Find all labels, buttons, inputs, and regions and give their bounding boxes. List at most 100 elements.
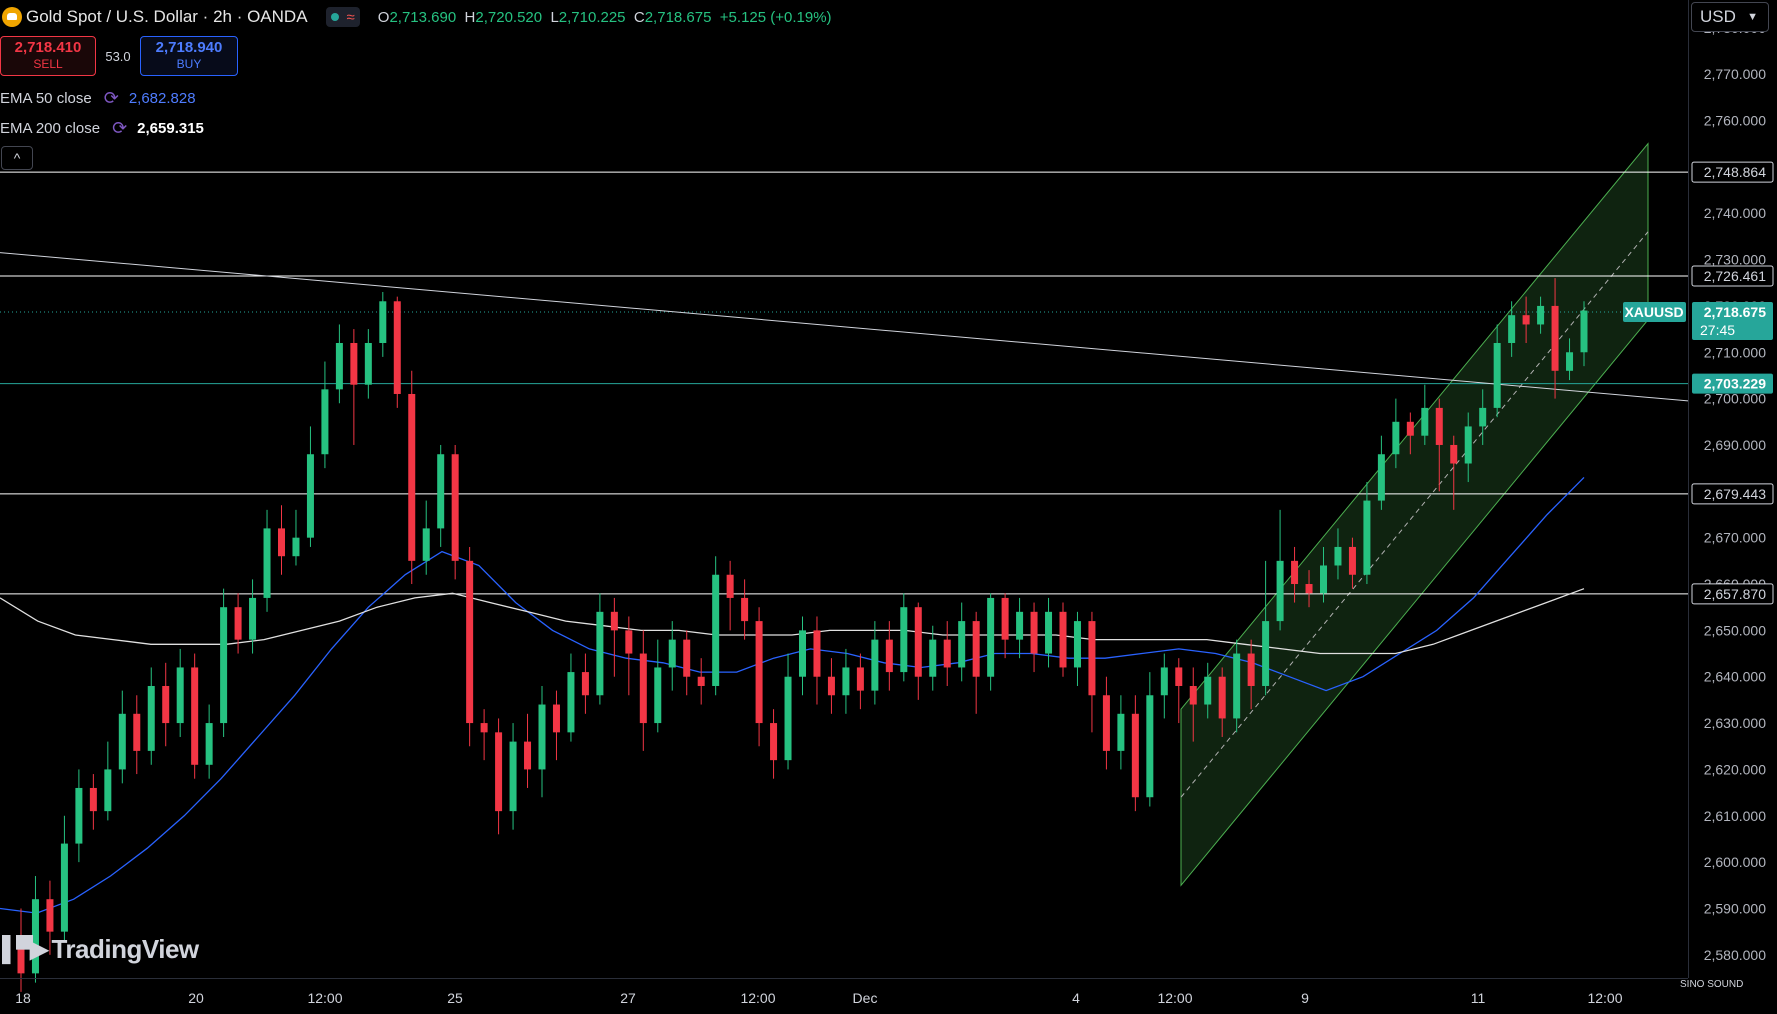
buy-price: 2,718.940 — [155, 39, 223, 56]
price-axis[interactable]: 2,580.000 2,590.000 2,600.000 2,610.000 2,62… — [1688, 0, 1777, 1014]
candle-body — [133, 713, 141, 751]
buy-button[interactable]: 2,718.940 BUY — [140, 36, 238, 76]
ema50-legend[interactable]: EMA 50 close ⟳ 2,682.828 — [0, 88, 196, 109]
candle-body — [1421, 407, 1429, 436]
tradingview-logo[interactable]: ▌▀▶ TradingView — [2, 934, 199, 965]
candle-body — [987, 597, 995, 677]
candle-body — [350, 342, 358, 385]
candle-body — [220, 607, 228, 724]
level-price-label: 2,703.229 — [1704, 376, 1766, 392]
time-tick-label: 11 — [1471, 990, 1486, 1006]
candle-body — [118, 713, 126, 770]
candle-body — [1348, 546, 1356, 575]
level-price-box — [1691, 265, 1774, 287]
candle-body — [842, 667, 850, 696]
candle-body — [278, 528, 285, 557]
candle-body — [480, 723, 488, 733]
currency-select[interactable]: USD ▼ — [1691, 2, 1769, 32]
time-tick-label: 12:00 — [307, 990, 342, 1006]
candle-body — [697, 676, 705, 686]
candle-body — [364, 342, 372, 385]
candle-body — [770, 723, 778, 761]
candle-body — [60, 843, 68, 932]
candle-body — [1233, 653, 1241, 719]
level-price-box — [1691, 161, 1774, 183]
candle-body — [147, 685, 155, 751]
level-price-label: 2,748.864 — [1704, 164, 1766, 180]
price-axis-labels: 2,748.864 2,726.461 2,703.229 2,679.443 2,65… — [1623, 161, 1774, 605]
high-key: H — [464, 8, 476, 26]
candle-body — [263, 528, 271, 598]
candle-body — [234, 607, 242, 640]
level-price-label: 2,679.443 — [1704, 486, 1766, 502]
candle-body — [581, 672, 589, 696]
time-tick-label: 27 — [620, 990, 636, 1006]
candle-body — [249, 597, 257, 640]
price-tick-label: 2,740.000 — [1704, 205, 1766, 221]
candle-body — [1073, 621, 1081, 668]
price-tick-label: 2,580.000 — [1704, 947, 1766, 963]
candle-body — [1160, 667, 1168, 696]
candle-body — [46, 899, 54, 932]
tradingview-wordmark: TradingView — [51, 934, 199, 964]
candle-body — [379, 301, 387, 343]
candle-body — [1435, 407, 1443, 445]
close-value: 2,718.675 — [644, 8, 712, 26]
price-tick-label: 2,610.000 — [1704, 808, 1766, 824]
market-open-dot-icon — [330, 13, 339, 21]
price-tick-label: 2,630.000 — [1704, 715, 1766, 731]
ohlc-values: O2,713.690 H2,720.520 L2,710.225 C2,718.… — [378, 9, 832, 26]
candle-body — [1247, 653, 1255, 686]
candle-body — [1377, 454, 1385, 501]
time-tick-label: 12:00 — [1157, 990, 1192, 1006]
chart-header: Gold Spot / U.S. Dollar · 2h · OANDA ≈ O… — [0, 4, 832, 30]
candle-body — [191, 667, 199, 765]
candle-body — [538, 704, 546, 770]
candle-body — [567, 672, 575, 733]
collapse-legend-button[interactable]: ^ — [1, 146, 33, 170]
open-key: O — [377, 8, 390, 26]
horizontal-levels — [0, 171, 1688, 595]
time-axis[interactable]: 18 20 12:00 25 27 12:00 Dec 4 12:00 9 11 12:00 — [0, 978, 1688, 1007]
sell-price: 2,718.410 — [14, 39, 82, 56]
candle-body — [1305, 584, 1313, 594]
candle-body — [1522, 315, 1530, 325]
candle-body — [1566, 352, 1574, 371]
last-price-label: 2,718.675 — [1704, 304, 1766, 320]
candle-body — [321, 389, 329, 455]
candle-body — [741, 597, 749, 622]
ema200-line — [0, 588, 1585, 655]
last-price-box — [1692, 302, 1773, 341]
candle-body — [755, 621, 763, 724]
spread-value: 53.0 — [105, 48, 131, 64]
candle-body — [1146, 695, 1154, 798]
symbol-title[interactable]: Gold Spot / U.S. Dollar · 2h · OANDA — [26, 7, 308, 26]
price-tick-label: 2,650.000 — [1704, 622, 1766, 638]
candle-body — [827, 676, 835, 696]
candle-body — [1218, 676, 1226, 719]
tradingview-mark-icon: ▌▀▶ — [2, 936, 49, 963]
time-tick-label: 18 — [15, 990, 31, 1006]
candle-body — [1175, 667, 1183, 686]
candle-body — [335, 342, 343, 390]
candle-body — [1450, 444, 1458, 464]
chevron-up-icon: ^ — [13, 150, 21, 166]
candle-body — [162, 685, 170, 724]
price-tick-label: 2,640.000 — [1704, 669, 1766, 685]
level-price-box — [1691, 583, 1774, 605]
time-tick-label: 12:00 — [1587, 990, 1622, 1006]
ema200-legend[interactable]: EMA 200 close ⟳ 2,659.315 — [0, 118, 204, 139]
candle-body — [1291, 560, 1299, 585]
market-status[interactable]: ≈ — [325, 7, 360, 27]
low-key: L — [550, 8, 559, 26]
buy-label: BUY — [176, 57, 202, 71]
ema200-name: EMA 200 close — [0, 120, 101, 137]
candle-body — [524, 741, 532, 770]
sell-button[interactable]: 2,718.410 SELL — [0, 36, 96, 76]
candle-body — [466, 560, 474, 724]
candle-body — [1204, 676, 1212, 705]
candle-body — [1551, 305, 1559, 371]
candle-body — [610, 611, 618, 631]
candle-body — [1117, 713, 1125, 751]
